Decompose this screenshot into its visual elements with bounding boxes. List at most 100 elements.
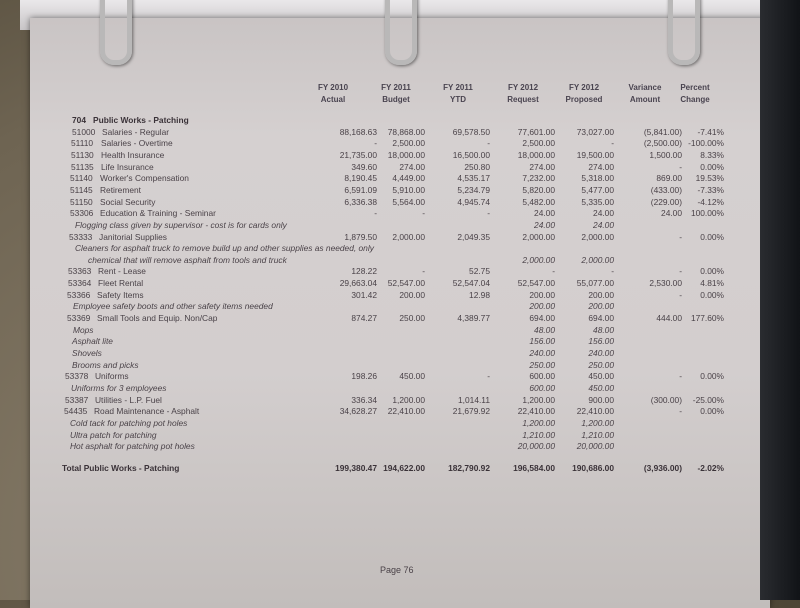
line-item-label: Fleet Rental	[98, 278, 144, 289]
amount-cell: 52,547.00	[387, 278, 425, 289]
amount-cell: 12.98	[469, 289, 490, 300]
table-row: 51130 Health Insurance 21,735.00 18,000.00 1…	[0, 150, 800, 162]
amount-cell: 77,601.00	[517, 126, 555, 137]
line-item-label: Life Insurance	[101, 161, 154, 172]
amount-cell: 52.75	[469, 266, 490, 277]
line-item-label: Road Maintenance - Asphalt	[94, 406, 200, 417]
table-row: Asphalt lite 156.00 156.00	[0, 336, 800, 348]
amount-cell: 190,686.00	[572, 463, 614, 473]
amount-cell: 29,663.04	[339, 278, 377, 289]
table-row: 54435 Road Maintenance - Asphalt 34,628.27…	[0, 406, 800, 418]
column-header-line1: Percent	[680, 83, 710, 92]
column-header-line2: Amount	[629, 95, 661, 104]
amount-cell: 0.00%	[700, 406, 724, 417]
amount-cell: 22,410.00	[517, 406, 555, 417]
table-row: Uniforms for 3 employees 600.00 450.00	[0, 383, 800, 395]
amount-cell: 0.00%	[700, 161, 724, 172]
amount-cell: 2,000.00	[522, 231, 555, 242]
column-header: FY 2012 Request	[493, 82, 553, 106]
table-row: Brooms and picks 250.00 250.00	[0, 360, 800, 372]
line-item-label: Flogging class given by supervisor - cos…	[75, 219, 287, 230]
amount-cell: -	[611, 138, 614, 149]
table-row: 53364 Fleet Rental 29,663.04 52,547.00 52,54…	[0, 278, 800, 290]
table-row: Cold tack for patching pot holes 1,200.00…	[0, 418, 800, 430]
amount-cell: (3,936.00)	[643, 463, 682, 473]
table-row: 51145 Retirement 6,591.09 5,910.00 5,234.79 5…	[0, 185, 800, 197]
amount-cell: 200.00	[588, 289, 614, 300]
amount-cell: (229.00)	[650, 196, 682, 207]
amount-cell: 177.60%	[690, 313, 724, 324]
table-row: Mops 48.00 48.00	[0, 325, 800, 337]
line-item-label: Cold tack for patching pot holes	[70, 417, 188, 428]
account-code: 53363	[68, 266, 92, 277]
line-item-label: Asphalt lite	[72, 336, 113, 347]
amount-cell: -	[487, 208, 490, 219]
column-header: FY 2011 Budget	[366, 82, 426, 106]
amount-cell: 24.00	[593, 208, 614, 219]
account-code: 51000	[72, 126, 96, 137]
amount-cell: 450.00	[399, 371, 425, 382]
amount-cell: 869.00	[656, 173, 682, 184]
column-header: FY 2010 Actual	[303, 82, 363, 106]
account-code: 53387	[65, 394, 89, 405]
amount-cell: 274.00	[529, 161, 555, 172]
amount-cell: 18,000.00	[387, 149, 425, 160]
amount-cell: -	[422, 266, 425, 277]
table-row: 51150 Social Security 6,336.38 5,564.00 4,94…	[0, 197, 800, 209]
line-item-label: Small Tools and Equip. Non/Cap	[97, 313, 218, 324]
amount-cell: (300.00)	[650, 394, 682, 405]
amount-cell: -	[611, 266, 614, 277]
account-code: 53306	[70, 208, 94, 219]
amount-cell: 22,410.00	[387, 406, 425, 417]
amount-cell: 2,000.00	[392, 231, 425, 242]
table-row: 53366 Safety Items 301.42 200.00 12.98 200.00…	[0, 290, 800, 302]
column-header: Percent Change	[665, 82, 725, 106]
amount-cell: 48.00	[593, 324, 614, 335]
amount-cell: 19.53%	[695, 173, 724, 184]
amount-cell: 8.33%	[700, 149, 724, 160]
amount-cell: 156.00	[529, 336, 555, 347]
amount-cell: 600.00	[529, 382, 555, 393]
line-item-label: Ultra patch for patching	[70, 429, 157, 440]
table-row: Ultra patch for patching 1,210.00 1,210.00	[0, 430, 800, 442]
line-item-label: chemical that will remove asphalt from t…	[88, 254, 287, 265]
amount-cell: 8,190.45	[344, 173, 377, 184]
amount-cell: 199,380.47	[335, 463, 377, 473]
account-code: 51130	[71, 149, 94, 160]
table-row: 704 Public Works - Patching	[0, 115, 800, 127]
account-code: 53364	[68, 278, 92, 289]
amount-cell: -	[374, 138, 377, 149]
amount-cell: (2,500.00)	[643, 138, 682, 149]
amount-cell: 2,530.00	[649, 278, 682, 289]
amount-cell: 55,077.00	[576, 278, 614, 289]
line-item-label: Education & Training - Seminar	[100, 208, 216, 219]
amount-cell: 18,000.00	[517, 149, 555, 160]
amount-cell: 5,234.79	[457, 184, 490, 195]
table-row: 53333 Janitorial Supplies 1,879.50 2,000.00…	[0, 232, 800, 244]
amount-cell: -	[679, 289, 682, 300]
amount-cell: 194,622.00	[383, 463, 425, 473]
table-row: 51135 Life Insurance 349.60 274.00 250.80 274…	[0, 162, 800, 174]
amount-cell: -	[679, 231, 682, 242]
amount-cell: 7,232.00	[522, 173, 555, 184]
amount-cell: 24.00	[534, 208, 555, 219]
amount-cell: 69,578.50	[452, 126, 490, 137]
amount-cell: 450.00	[588, 382, 614, 393]
line-item-label: Hot asphalt for patching pot holes	[70, 441, 195, 452]
table-row: 53369 Small Tools and Equip. Non/Cap 874.2…	[0, 313, 800, 325]
amount-cell: -100.00%	[688, 138, 724, 149]
line-item-label: Brooms and picks	[72, 359, 139, 370]
amount-cell: 0.00%	[700, 266, 724, 277]
amount-cell: -7.33%	[697, 184, 724, 195]
amount-cell: 336.34	[351, 394, 377, 405]
amount-cell: 240.00	[529, 348, 555, 358]
amount-cell: 900.00	[588, 394, 614, 405]
account-code: 51145	[70, 184, 93, 195]
account-code: 53369	[67, 313, 91, 324]
amount-cell: 274.00	[588, 161, 614, 172]
amount-cell: 1,500.00	[649, 149, 682, 160]
binder-ring	[385, 0, 417, 65]
amount-cell: 1,879.50	[344, 231, 377, 242]
column-header-line1: FY 2012	[507, 83, 539, 92]
